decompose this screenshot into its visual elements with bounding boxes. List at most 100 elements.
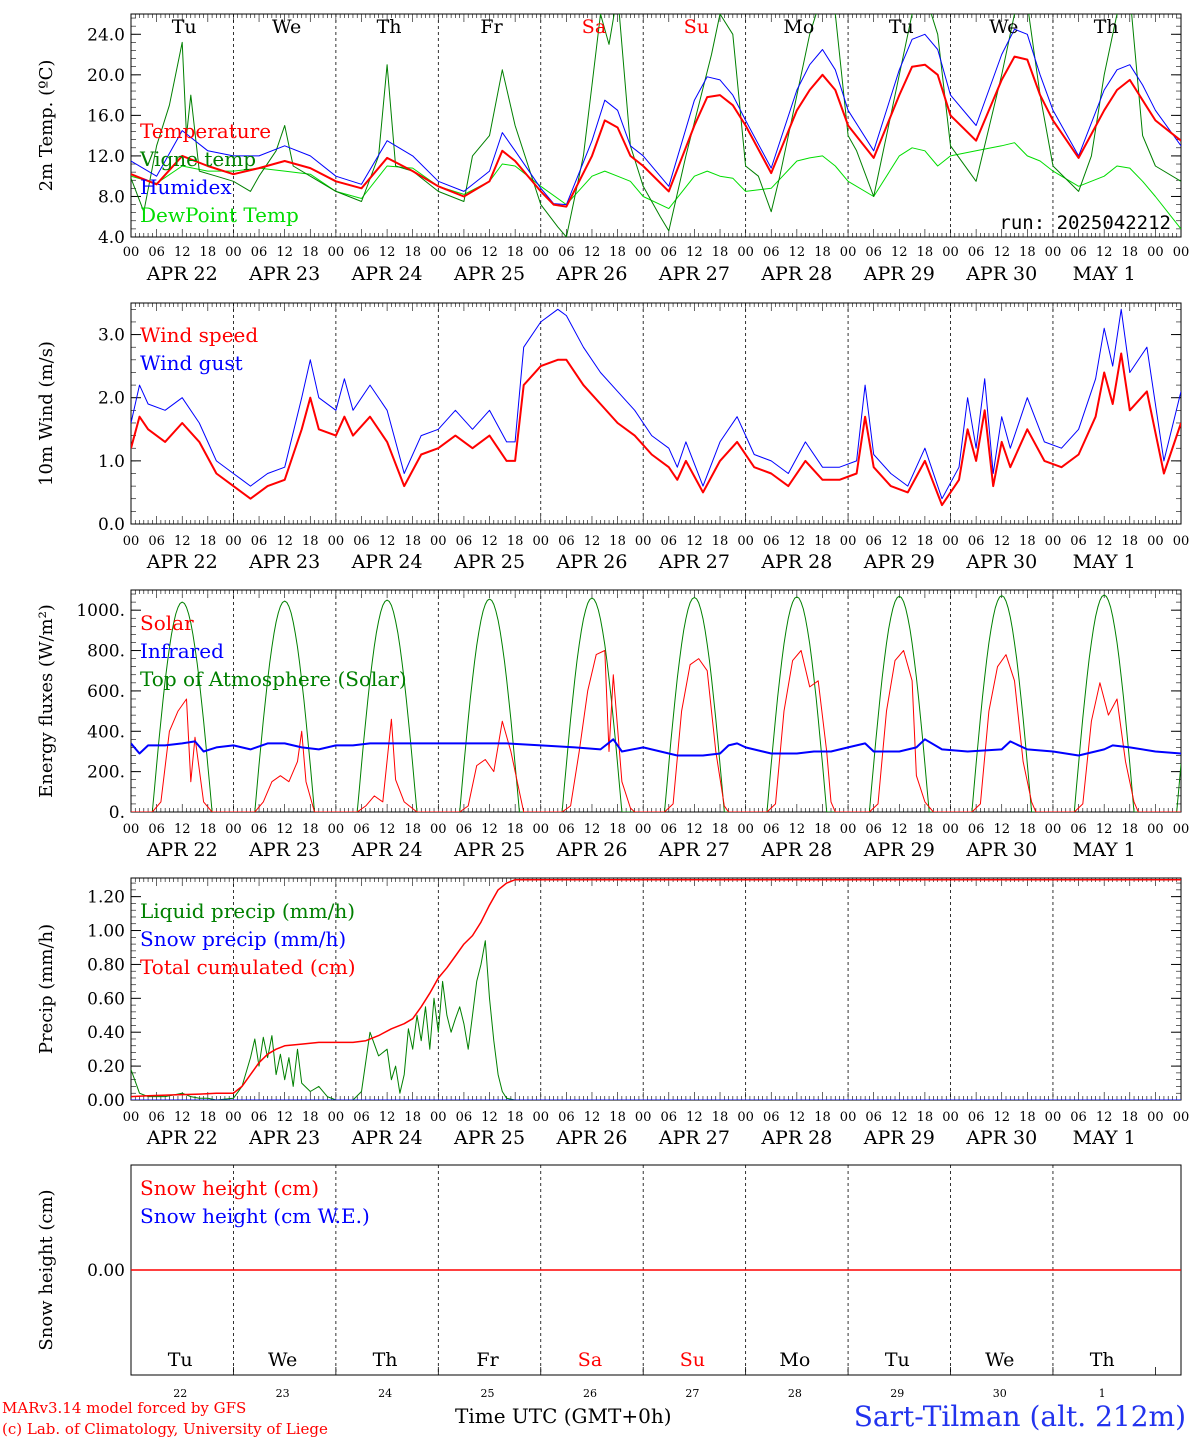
hour-tick-label: 12 [276,245,293,260]
hour-tick-label: 12 [993,245,1010,260]
hour-tick-label: 18 [302,1110,319,1125]
y-tick-label: 0.00 [87,1091,125,1111]
hour-tick-label: 06 [353,1110,370,1125]
hour-tick-label: 06 [456,822,473,837]
hour-tick-label: 18 [814,534,831,549]
date-label: APR 23 [248,263,320,285]
hour-tick-label: 18 [609,822,626,837]
y-tick-label: 0.0 [98,515,125,535]
day-of-week-label: We [268,1349,297,1371]
hour-tick-label: 06 [251,1110,268,1125]
hour-tick-label: 00 [1147,822,1164,837]
hour-tick-label: 00 [430,822,447,837]
legend-entry: Temperature [140,119,271,143]
y-tick-label: 4.0 [98,228,125,248]
hour-tick-label: 06 [148,1110,165,1125]
hour-tick-label: 00 [225,245,242,260]
hour-tick-label: 00 [840,534,857,549]
hour-tick-label: 06 [456,534,473,549]
hour-tick-label: 12 [686,534,703,549]
hour-tick-label: 18 [814,245,831,260]
hour-tick-label: 00 [328,245,345,260]
legend-entry: Solar [140,611,194,635]
hour-tick-label: 06 [865,822,882,837]
date-label: APR 27 [658,1127,730,1149]
day-of-week-label: Fr [476,1349,499,1371]
hour-tick-label: 18 [1122,822,1139,837]
date-label: APR 27 [658,839,730,861]
hour-tick-label: 00 [328,822,345,837]
day-of-week-label: Sa [582,16,606,38]
date-label: APR 26 [555,551,627,573]
day-of-week-label: We [985,1349,1014,1371]
hour-tick-label: 18 [1019,245,1036,260]
hour-tick-label: 00 [532,1110,549,1125]
hour-tick-label: 18 [712,245,729,260]
hour-tick-label: 00 [1173,822,1190,837]
hour-tick-label: 00 [225,534,242,549]
date-label: APR 26 [555,839,627,861]
run-label: run: 2025042212 [999,212,1171,234]
hour-tick-label: 06 [148,245,165,260]
hour-tick-label: 06 [251,534,268,549]
day-number-label: 26 [583,1387,597,1400]
hour-tick-label: 18 [404,534,421,549]
hour-tick-label: 12 [1096,534,1113,549]
hour-tick-label: 00 [737,245,754,260]
hour-tick-label: 00 [1173,534,1190,549]
date-label: APR 24 [351,551,423,573]
hour-tick-label: 00 [1173,1110,1190,1125]
date-label: APR 25 [453,263,525,285]
y-tick-label: 1.00 [87,922,125,942]
legend-entry: Total cumulated (cm) [140,955,356,979]
date-label: APR 22 [146,839,218,861]
series-line-humidex [131,28,1181,206]
hour-tick-label: 06 [558,245,575,260]
hour-tick-label: 00 [635,534,652,549]
day-of-week-label: We [989,16,1018,38]
day-of-week-label: Sa [578,1349,602,1371]
hour-tick-label: 00 [635,1110,652,1125]
hour-tick-label: 18 [200,822,217,837]
hour-tick-label: 12 [891,534,908,549]
day-of-week-label: We [272,16,301,38]
hour-tick-label: 18 [302,245,319,260]
series-line-top-of-atmosphere-solar [131,594,1181,812]
hour-tick-label: 06 [763,1110,780,1125]
hour-tick-label: 00 [737,1110,754,1125]
hour-tick-label: 12 [686,1110,703,1125]
series-line-liquid-precip-mm-h [131,940,1181,1100]
hour-tick-label: 12 [584,822,601,837]
hour-tick-label: 00 [942,245,959,260]
hour-tick-label: 18 [404,1110,421,1125]
y-tick-label: 0.80 [87,955,125,975]
hour-tick-label: 00 [635,822,652,837]
hour-tick-label: 12 [891,1110,908,1125]
y-axis-label: 10m Wind (m/s) [36,341,57,486]
hour-tick-label: 06 [456,245,473,260]
hour-tick-label: 06 [968,1110,985,1125]
hour-tick-label: 12 [1096,1110,1113,1125]
date-label: APR 27 [658,263,730,285]
legend-entry: Humidex [140,175,232,199]
hour-tick-label: 18 [302,534,319,549]
hour-tick-label: 06 [661,245,678,260]
series-line-wind-speed [131,352,1181,507]
hour-tick-label: 00 [430,534,447,549]
date-label: APR 25 [453,839,525,861]
date-label: APR 29 [863,839,935,861]
hour-tick-label: 06 [148,822,165,837]
hour-tick-label: 12 [481,1110,498,1125]
legend-entry: Snow height (cm) [140,1176,319,1200]
hour-tick-label: 06 [1070,245,1087,260]
hour-tick-label: 00 [532,822,549,837]
hour-tick-label: 00 [123,822,140,837]
date-label: APR 30 [965,839,1037,861]
legend-entry: Infrared [140,639,224,663]
hour-tick-label: 00 [532,534,549,549]
hour-tick-label: 06 [353,822,370,837]
hour-tick-label: 00 [532,245,549,260]
hour-tick-label: 06 [968,245,985,260]
y-tick-label: 200. [87,763,125,783]
hour-tick-label: 06 [865,1110,882,1125]
